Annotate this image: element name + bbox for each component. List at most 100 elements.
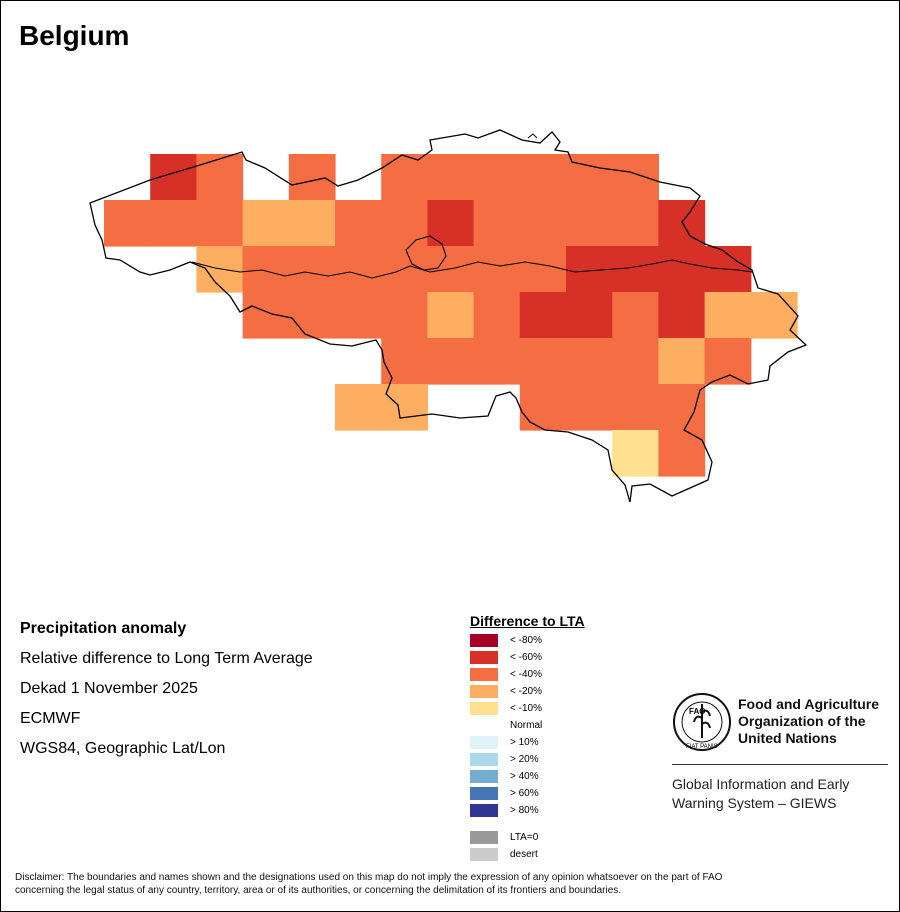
- grid-cell: [288, 200, 336, 247]
- legend-label: > 10%: [510, 737, 539, 748]
- grid-cell: [566, 154, 613, 201]
- grid-cell: [196, 154, 244, 201]
- grid-cell: [658, 246, 706, 293]
- fao-name-line: Food and Agriculture: [738, 696, 880, 712]
- anomaly-map: [89, 129, 808, 503]
- legend-items: < -80% < -60% < -40% < -20% < -10% Normal > 10…: [470, 633, 585, 864]
- grid-cell: [612, 200, 659, 247]
- legend-label: > 60%: [510, 788, 539, 799]
- grid-cell: [566, 384, 613, 431]
- legend-label: Normal: [510, 720, 543, 731]
- grid-cell: [612, 292, 659, 339]
- fao-name-line: United Nations: [738, 730, 837, 746]
- brussels-border: [405, 235, 447, 271]
- grid-cell: [335, 384, 382, 431]
- anomaly-grid: [104, 154, 798, 477]
- legend-swatch: [470, 736, 498, 749]
- legend-swatch: [470, 770, 498, 783]
- legend-item: > 10%: [470, 735, 585, 752]
- belgium-border: [89, 129, 808, 503]
- fao-logo-text: FAO: [689, 707, 705, 716]
- grid-cell: [288, 246, 336, 293]
- info-heading: Precipitation anomaly: [20, 620, 187, 637]
- grid-cell: [566, 200, 613, 247]
- grid-cell: [381, 154, 428, 201]
- grid-cell: [288, 292, 336, 339]
- legend-gap: [470, 820, 585, 830]
- info-projection: WGS84, Geographic Lat/Lon: [20, 740, 226, 757]
- legend-swatch: [470, 702, 498, 715]
- grid-cell: [196, 246, 244, 293]
- grid-cell: [150, 200, 197, 247]
- legend-swatch: [470, 634, 498, 647]
- grid-cell: [612, 154, 659, 201]
- grid-cell: [658, 200, 706, 247]
- legend-item: > 80%: [470, 803, 585, 820]
- legend-swatch: [470, 804, 498, 817]
- legend-label: < -40%: [510, 669, 542, 680]
- grid-cell: [519, 384, 567, 431]
- legend-label: < -80%: [510, 635, 542, 646]
- grid-cell: [519, 292, 567, 339]
- info-source: ECMWF: [20, 710, 81, 727]
- grid-cell: [519, 338, 567, 385]
- regional-border: [191, 259, 753, 279]
- grid-cell: [427, 154, 475, 201]
- info-period: Dekad 1 November 2025: [20, 680, 198, 697]
- grid-cell: [381, 200, 428, 247]
- legend-item: > 40%: [470, 769, 585, 786]
- disclaimer: Disclaimer: The boundaries and names sho…: [15, 871, 885, 897]
- grid-cell: [704, 292, 752, 339]
- info-description: Relative difference to Long Term Average: [20, 650, 313, 667]
- grid-cell: [335, 246, 382, 293]
- disclaimer-line: concerning the legal status of any count…: [15, 885, 622, 896]
- legend-label: < -60%: [510, 652, 542, 663]
- legend-item: Normal: [470, 718, 585, 735]
- grid-cell: [612, 430, 659, 477]
- grid-cell: [519, 200, 567, 247]
- fao-name-line: Organization of the: [738, 713, 866, 729]
- legend-item: desert: [470, 847, 585, 864]
- legend-title: Difference to LTA: [470, 613, 585, 629]
- grid-cell: [335, 292, 382, 339]
- legend-label: < -10%: [510, 703, 542, 714]
- grid-cell: [473, 246, 521, 293]
- grid-cell: [427, 246, 475, 293]
- legend-label: < -20%: [510, 686, 542, 697]
- disclaimer-line: Disclaimer: The boundaries and names sho…: [15, 872, 723, 883]
- map-info: Precipitation anomaly Relative differenc…: [20, 617, 313, 767]
- legend-item: < -20%: [470, 684, 585, 701]
- legend-label: desert: [510, 849, 538, 860]
- grid-cell: [427, 338, 475, 385]
- grid-cell: [566, 292, 613, 339]
- grid-cell: [473, 292, 521, 339]
- giews-name: Global Information and Early Warning Sys…: [672, 775, 849, 813]
- legend: Difference to LTA < -80% < -60% < -40% < -2…: [470, 613, 585, 864]
- grid-cell: [242, 200, 290, 247]
- grid-cell: [566, 338, 613, 385]
- grid-cell: [427, 292, 475, 339]
- grid-cell: [196, 200, 244, 247]
- giews-line: Global Information and Early: [672, 776, 850, 792]
- grid-cell: [381, 338, 428, 385]
- legend-swatch: [470, 753, 498, 766]
- legend-label: > 80%: [510, 805, 539, 816]
- grid-cell: [473, 154, 521, 201]
- legend-swatch: [470, 719, 498, 732]
- grid-cell: [335, 200, 382, 247]
- legend-swatch: [470, 787, 498, 800]
- grid-cell: [288, 154, 336, 201]
- legend-item: < -40%: [470, 667, 585, 684]
- legend-item: LTA=0: [470, 830, 585, 847]
- grid-cell: [750, 292, 798, 339]
- grid-cell: [473, 200, 521, 247]
- grid-cell: [473, 338, 521, 385]
- grid-cell: [519, 246, 567, 293]
- grid-cell: [704, 338, 752, 385]
- divider: [672, 764, 888, 765]
- grid-cell: [612, 338, 659, 385]
- legend-item: < -60%: [470, 650, 585, 667]
- legend-label: > 20%: [510, 754, 539, 765]
- grid-cell: [381, 292, 428, 339]
- legend-label: LTA=0: [510, 832, 539, 843]
